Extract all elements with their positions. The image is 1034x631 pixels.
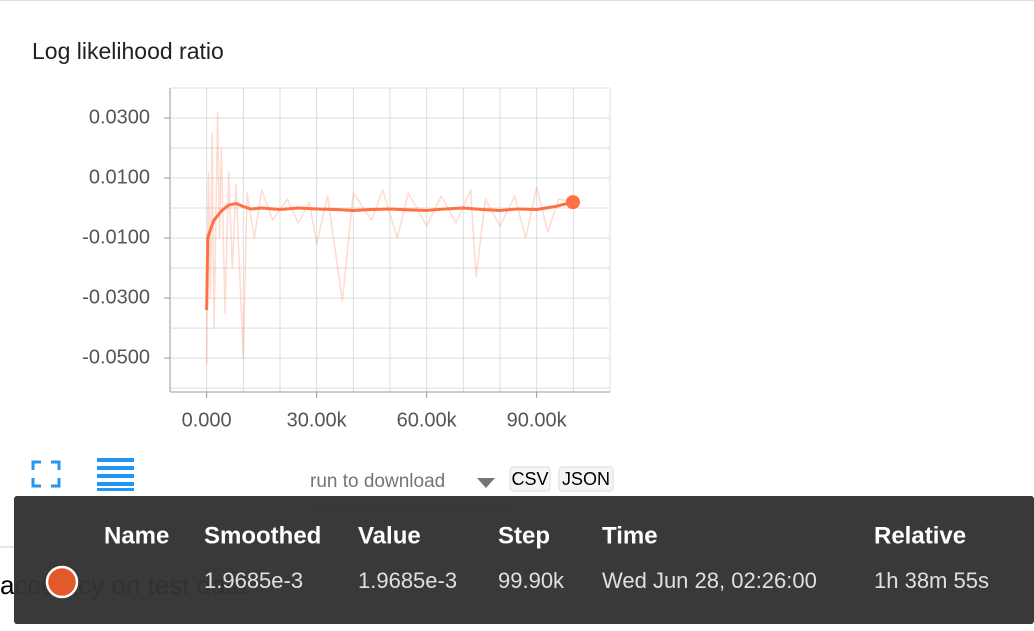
tooltip-content: Name Smoothed Value Step Time Relative 1.9685e… bbox=[104, 522, 989, 592]
series-line bbox=[205, 200, 574, 311]
download-select[interactable]: run to download bbox=[310, 471, 445, 492]
x-tick-label: 60.00k bbox=[397, 409, 458, 431]
hover-point bbox=[565, 195, 580, 210]
tooltip-value: Wed Jun 28, 02:26:00 bbox=[602, 568, 817, 593]
tooltip-header: Value bbox=[358, 522, 421, 549]
tooltip-header: Time bbox=[602, 522, 658, 549]
csv-button[interactable] bbox=[509, 466, 551, 492]
series-line bbox=[205, 111, 574, 365]
json-label[interactable]: JSON bbox=[562, 469, 610, 489]
tooltip-value: 1.9685e-3 bbox=[204, 568, 303, 593]
json-button[interactable] bbox=[558, 466, 614, 492]
y-tick-label: -0.0500 bbox=[82, 346, 150, 368]
tooltip-header: Relative bbox=[874, 522, 966, 549]
x-tick-label: 30.00k bbox=[287, 409, 348, 431]
tooltip-value: 1h 38m 55s bbox=[874, 568, 989, 593]
tooltip-header: Smoothed bbox=[204, 522, 321, 549]
y-tick-label: -0.0300 bbox=[82, 286, 150, 308]
csv-label[interactable]: CSV bbox=[511, 469, 548, 489]
data-table-icon[interactable] bbox=[97, 458, 134, 491]
y-tick-label: 0.0300 bbox=[89, 106, 150, 128]
tooltip bbox=[14, 496, 1034, 624]
tooltip-header: Step bbox=[498, 522, 550, 549]
x-tick-label: 0.000 bbox=[182, 409, 232, 431]
plot: 0.000 30.00k 60.00k 90.00k 0.0300 0.0100 -0.01… bbox=[82, 87, 611, 431]
tooltip-value: 99.90k bbox=[498, 568, 565, 593]
run-swatch bbox=[45, 565, 79, 599]
dropdown-arrow[interactable] bbox=[477, 478, 495, 488]
fullscreen-icon[interactable] bbox=[31, 460, 61, 488]
y-tick-label: 0.0100 bbox=[89, 166, 150, 188]
tooltip-value: 1.9685e-3 bbox=[358, 568, 457, 593]
tooltip-header: Name bbox=[104, 522, 169, 549]
y-tick-label: -0.0100 bbox=[82, 226, 150, 248]
x-tick-label: 90.00k bbox=[507, 409, 568, 431]
chart-title: Log likelihood ratio bbox=[32, 38, 224, 64]
